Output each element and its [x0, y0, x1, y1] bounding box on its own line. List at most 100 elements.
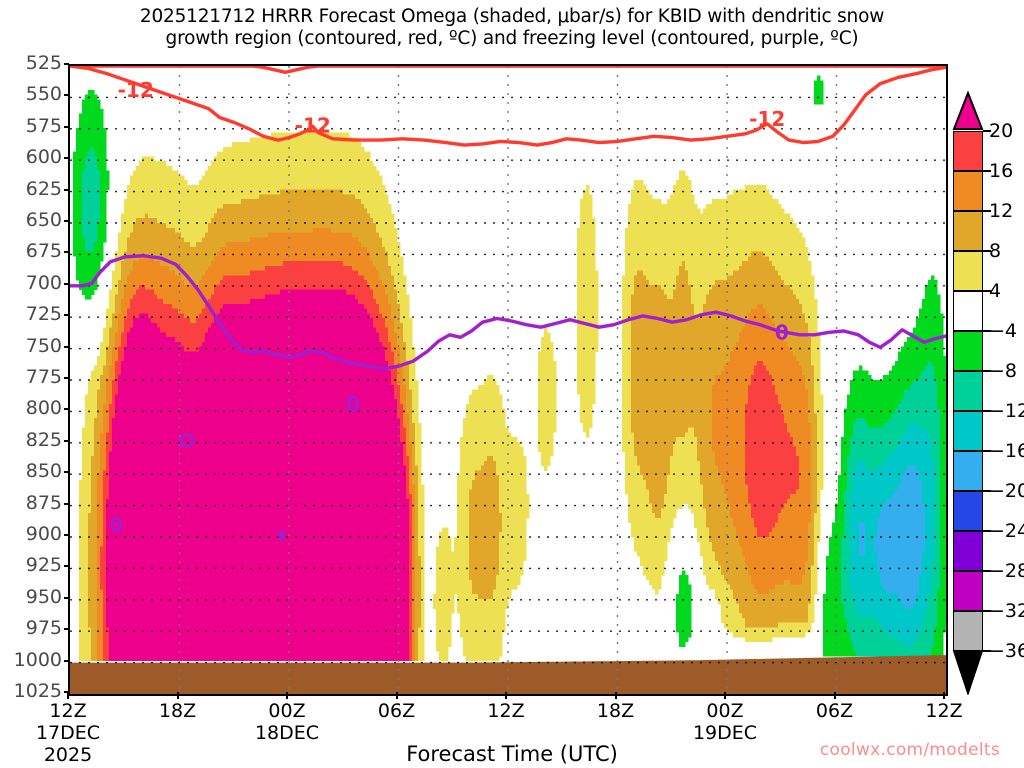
colorbar-segment [953, 131, 983, 171]
grid-lines [70, 66, 946, 694]
y-axis-tick-label: 575 [25, 114, 62, 137]
y-axis-tick [64, 63, 69, 65]
x-axis-tick-label: 18Z [596, 700, 635, 722]
colorbar-segment [953, 451, 983, 491]
colorbar-tick [983, 610, 991, 612]
y-axis-tick-label: 800 [25, 397, 62, 420]
colorbar-tick-label: 20 [989, 120, 1014, 142]
y-axis-tick-label: 825 [25, 428, 62, 451]
chart-title-line2: growth region (contoured, red, ºC) and f… [165, 28, 859, 49]
y-axis-tick [64, 659, 69, 662]
y-axis-tick [64, 439, 69, 442]
y-axis-tick-label: 625 [25, 177, 62, 200]
colorbar-tick [983, 250, 991, 252]
y-axis-tick [64, 314, 69, 317]
colorbar-tick-label: 16 [989, 160, 1014, 182]
colorbar-segment [953, 531, 983, 571]
y-axis-tick [64, 377, 69, 379]
x-axis-tick-label: 18Z [158, 700, 197, 722]
x-axis-tick-label: 00Z [268, 700, 306, 722]
colorbar-tick [983, 170, 991, 172]
x-axis-tick [833, 692, 836, 699]
plot-area: -12 -12 -12 0 0 [68, 64, 948, 696]
y-axis-tick-label: 525 [25, 52, 62, 74]
colorbar-tick-label: −12 [989, 400, 1024, 422]
contour-label: -12 [749, 107, 785, 131]
colorbar-segment [953, 611, 983, 651]
y-axis-tick [64, 251, 69, 254]
y-axis-tick [64, 565, 69, 568]
colorbar-tick [983, 290, 991, 292]
freezing-level-closed-loop-2 [110, 516, 123, 532]
y-axis-tick-label: 600 [25, 146, 62, 169]
x-axis-tick [67, 692, 69, 699]
y-axis-tick-label: 550 [25, 83, 62, 106]
colorbar-tick-label: 12 [989, 200, 1014, 222]
y-axis-tick [64, 220, 69, 222]
colorbar-segment [953, 291, 983, 331]
x-axis-tick [614, 692, 617, 699]
colorbar-segment [953, 251, 983, 291]
colorbar-tick [983, 370, 991, 372]
x-axis-tick [176, 692, 179, 699]
y-axis-tick-label: 750 [25, 334, 62, 357]
colorbar-tick-label: −28 [989, 560, 1024, 582]
x-axis-year-label: 2025 [43, 744, 93, 766]
y-axis-tick [64, 691, 69, 693]
terrain-polygon [70, 655, 946, 694]
colorbar-segment [953, 331, 983, 371]
x-axis-date-label: 19DEC [692, 722, 758, 744]
y-axis-tick [64, 628, 69, 631]
y-axis-tick [64, 534, 69, 536]
x-axis-tick [943, 692, 945, 699]
x-axis-tick-label: 12Z [49, 700, 87, 722]
y-axis-tick [64, 282, 69, 285]
y-axis-tick-label: 775 [25, 366, 62, 388]
colorbar-tick-label: −4 [989, 320, 1018, 342]
colorbar-tick-label: −8 [989, 360, 1018, 382]
colorbar-tick [983, 410, 991, 412]
x-axis-tick-label: 06Z [377, 700, 416, 722]
freezing-level-closed-loop-3 [278, 529, 285, 542]
y-axis-tick [64, 345, 69, 348]
dendritic-contour-lower [70, 66, 946, 147]
y-axis-tick [64, 94, 69, 97]
y-axis-tick-label: 1025 [13, 680, 62, 702]
freezing-level-closed-loop-1 [178, 433, 196, 448]
colorbar-segment [953, 571, 983, 611]
colorbar-tick [983, 210, 991, 212]
dendritic-contour-upper [70, 66, 946, 75]
colorbar-tick-label: −32 [989, 600, 1024, 622]
contour-label: 0 [775, 321, 789, 345]
x-axis-title: Forecast Time (UTC) [406, 742, 618, 766]
y-axis-tick-label: 850 [25, 460, 62, 483]
x-axis-tick-label: 00Z [706, 700, 744, 722]
x-axis-tick [505, 692, 507, 699]
y-axis-tick-label: 725 [25, 303, 62, 326]
colorbar-tick [983, 330, 991, 332]
y-axis-tick-label: 900 [25, 523, 62, 545]
x-axis-tick-label: 12Z [925, 700, 963, 722]
colorbar-tick [983, 450, 991, 452]
y-axis-tick [64, 408, 69, 411]
omega-filled-contours [73, 75, 946, 662]
colorbar-segment [953, 211, 983, 251]
y-axis-tick-label: 975 [25, 617, 62, 640]
x-axis-tick-label: 12Z [487, 700, 525, 722]
colorbar-tick [983, 130, 991, 132]
y-axis-tick-label: 950 [25, 585, 62, 608]
x-axis-date-label: 18DEC [254, 722, 320, 744]
y-axis-tick [64, 188, 69, 191]
x-axis-tick-label: 06Z [815, 700, 854, 722]
colorbar-tick-label: −36 [989, 640, 1024, 662]
colorbar-tick-label: 8 [989, 240, 1002, 262]
y-axis-tick-label: 700 [25, 271, 62, 294]
contour-label: -12 [118, 78, 154, 102]
colorbar-segment [953, 411, 983, 451]
y-axis-tick-label: 1000 [13, 648, 62, 671]
colorbar-segment [953, 171, 983, 211]
y-axis-tick [64, 471, 69, 474]
chart-title-line1: 2025121712 HRRR Forecast Omega (shaded, … [139, 6, 885, 27]
y-axis-tick-label: 875 [25, 491, 62, 514]
x-axis-tick [286, 692, 288, 699]
